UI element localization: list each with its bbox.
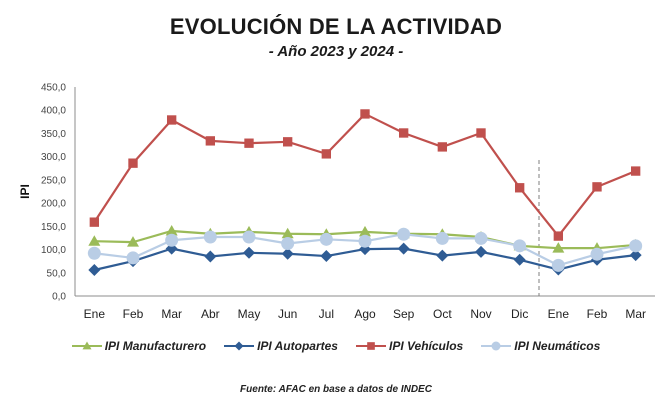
data-point-autopartes: [243, 246, 255, 259]
y-tick-label: 0,0: [52, 292, 66, 303]
y-tick-label: 100,0: [41, 245, 66, 256]
legend-swatch-autopartes: [224, 341, 255, 351]
data-point-manufacturero: [281, 227, 294, 239]
legend-item-vehiculos: IPI Vehículos: [355, 339, 464, 353]
data-point-autopartes: [320, 250, 333, 263]
data-point-neumaticos: [126, 251, 140, 265]
data-point-autopartes: [475, 245, 487, 258]
source-note: Fuente: AFAC en base a datos de INDEC: [240, 384, 432, 395]
data-point-autopartes: [629, 249, 642, 262]
data-point-neumaticos: [397, 227, 411, 241]
data-point-neumaticos: [165, 233, 179, 247]
x-tick-label: Feb: [587, 307, 608, 321]
y-tick-label: 250,0: [41, 175, 66, 186]
data-point-neumaticos: [435, 231, 449, 245]
data-point-vehiculos: [205, 136, 216, 146]
data-point-vehiculos: [321, 149, 332, 159]
data-point-vehiculos: [592, 182, 602, 192]
data-point-vehiculos: [553, 231, 564, 241]
data-point-manufacturero: [165, 224, 178, 236]
data-point-manufacturero: [359, 225, 371, 237]
chart-subtitle: - Año 2023 y 2024 -: [268, 43, 404, 60]
x-tick-label: Nov: [470, 307, 491, 321]
y-tick-label: 300,0: [41, 152, 66, 163]
data-point-neumaticos: [513, 239, 527, 253]
x-tick-label: Ene: [84, 307, 106, 321]
data-point-vehiculos: [630, 166, 641, 176]
data-point-neumaticos: [242, 230, 256, 244]
x-tick-label: Mar: [625, 307, 646, 321]
data-point-neumaticos: [358, 234, 372, 248]
data-point-manufacturero: [552, 242, 565, 253]
legend-item-neumaticos: IPI Neumáticos: [481, 339, 600, 353]
data-point-neumaticos: [203, 230, 217, 244]
legend-label: IPI Autopartes: [257, 339, 338, 353]
data-point-autopartes: [436, 249, 449, 262]
data-point-vehiculos: [514, 183, 525, 193]
data-point-neumaticos: [474, 231, 488, 245]
data-point-autopartes: [281, 247, 294, 260]
data-point-vehiculos: [89, 217, 100, 227]
legend-label: IPI Vehículos: [388, 339, 464, 353]
legend-marker-square-icon: [367, 342, 375, 350]
x-tick-label: Dic: [511, 307, 528, 321]
data-point-vehiculos: [398, 128, 409, 138]
x-tick-label: Ene: [548, 307, 570, 321]
legend: IPI Manufacturero IPI Autopartes IPI Veh…: [0, 339, 672, 353]
legend-label: IPI Neumáticos: [514, 339, 601, 353]
x-tick-label: Oct: [433, 307, 452, 321]
data-point-autopartes: [397, 242, 410, 255]
legend-marker-triangle-icon: [82, 341, 92, 350]
data-point-vehiculos: [360, 109, 370, 119]
y-tick-label: 50,0: [47, 268, 67, 279]
y-tick-label: 450,0: [41, 83, 66, 94]
x-tick-label: May: [238, 307, 261, 321]
data-point-neumaticos: [319, 232, 333, 246]
y-tick-label: 150,0: [41, 222, 66, 233]
legend-swatch-vehiculos: [355, 342, 386, 350]
data-point-vehiculos: [437, 142, 448, 152]
legend-item-manufacturero: IPI Manufacturero: [71, 339, 207, 353]
data-point-vehiculos: [128, 158, 138, 168]
data-point-manufacturero: [88, 235, 101, 246]
chart-title: EVOLUCIÓN DE LA ACTIVIDAD: [169, 14, 503, 39]
x-tick-label: Jul: [319, 307, 334, 321]
data-point-autopartes: [513, 253, 526, 266]
x-tick-label: Jun: [278, 307, 297, 321]
data-point-vehiculos: [476, 128, 486, 138]
legend-swatch-manufacturero: [71, 341, 102, 350]
x-tick-label: Feb: [123, 307, 144, 321]
legend-item-autopartes: IPI Autopartes: [224, 339, 338, 353]
legend-label: IPI Manufacturero: [104, 339, 207, 353]
data-point-autopartes: [204, 250, 217, 263]
data-point-neumaticos: [281, 237, 295, 251]
data-point-neumaticos: [87, 246, 101, 260]
data-point-autopartes: [88, 263, 101, 276]
series-line-vehiculos: [93, 112, 637, 238]
data-point-neumaticos: [551, 258, 565, 272]
y-axis-title: IPI: [18, 184, 32, 199]
data-point-neumaticos: [590, 247, 604, 261]
data-point-vehiculos: [166, 115, 177, 125]
legend-swatch-neumaticos: [481, 341, 512, 351]
legend-marker-circle-icon: [491, 341, 501, 351]
y-tick-label: 400,0: [41, 106, 66, 117]
y-tick-label: 350,0: [41, 129, 66, 140]
x-tick-label: Mar: [161, 307, 182, 321]
data-point-manufacturero: [127, 236, 139, 247]
x-tick-label: Abr: [201, 307, 220, 321]
data-point-neumaticos: [629, 239, 643, 253]
legend-marker-diamond-icon: [234, 341, 244, 351]
data-point-vehiculos: [282, 137, 293, 147]
x-tick-label: Ago: [354, 307, 376, 321]
y-tick-label: 200,0: [41, 199, 66, 210]
x-tick-label: Sep: [393, 307, 415, 321]
data-point-vehiculos: [244, 138, 254, 148]
